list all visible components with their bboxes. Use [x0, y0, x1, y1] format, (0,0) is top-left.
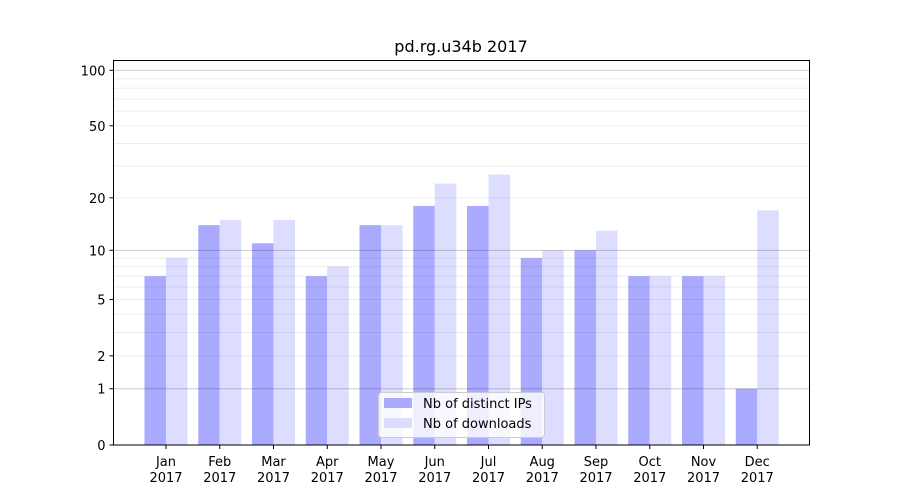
x-tick-label-month: May	[368, 455, 395, 470]
bar-distinct-ips-apr	[305, 276, 328, 445]
legend-swatch	[384, 398, 412, 408]
bar-downloads-aug	[542, 250, 564, 445]
x-tick-label-month: Jan	[155, 455, 176, 470]
bar-downloads-jan	[166, 258, 188, 445]
bar-distinct-ips-feb	[198, 225, 220, 445]
bar-distinct-ips-dec	[735, 388, 758, 445]
legend-label: Nb of distinct IPs	[423, 397, 532, 412]
bar-downloads-dec	[757, 210, 779, 445]
x-tick-label-year: 2017	[149, 471, 182, 486]
bar-distinct-ips-jul	[467, 205, 489, 445]
bar-downloads-jul	[488, 174, 510, 446]
y-tick-label: 5	[97, 294, 105, 309]
y-tick-label: 10	[89, 244, 106, 259]
bar-distinct-ips-jan	[144, 276, 166, 445]
bar-downloads-oct	[649, 276, 672, 445]
y-tick-label: 50	[89, 120, 106, 135]
x-tick-label-year: 2017	[579, 471, 612, 486]
y-tick-label: 100	[81, 64, 106, 79]
x-tick-label-year: 2017	[526, 471, 559, 486]
bar-downloads-nov	[703, 276, 725, 445]
x-tick-label-year: 2017	[687, 471, 720, 486]
bar-distinct-ips-sep	[574, 250, 596, 445]
legend-swatch	[384, 418, 412, 428]
axes-frame	[113, 60, 810, 446]
x-tick-label-month: Jul	[480, 455, 497, 470]
x-tick-label-year: 2017	[257, 471, 290, 486]
x-tick-label-month: Mar	[261, 455, 286, 470]
legend-label: Nb of downloads	[423, 417, 532, 432]
bar-distinct-ips-nov	[682, 276, 704, 445]
x-tick-label-month: Jun	[424, 455, 445, 470]
y-tick-label: 20	[89, 192, 106, 207]
x-tick-label-month: Feb	[208, 455, 231, 470]
y-tick-label: 0	[97, 439, 105, 454]
bar-distinct-ips-may	[359, 225, 381, 445]
bar-distinct-ips-mar	[252, 243, 274, 445]
x-tick-label-year: 2017	[311, 471, 344, 486]
x-tick-label-month: Aug	[530, 455, 555, 470]
x-tick-label-year: 2017	[472, 471, 505, 486]
x-tick-label-month: Nov	[691, 455, 717, 470]
x-tick-label-year: 2017	[203, 471, 236, 486]
bar-downloads-may	[381, 225, 403, 445]
chart-title: pd.rg.u34b 2017	[394, 37, 527, 56]
x-tick-label-month: Oct	[639, 455, 661, 470]
x-tick-label-month: Dec	[745, 455, 770, 470]
legend-box	[378, 392, 545, 438]
x-tick-label-month: Sep	[584, 455, 609, 470]
y-tick-label: 2	[97, 350, 105, 365]
x-tick-label-year: 2017	[741, 471, 774, 486]
bar-downloads-jun	[434, 183, 457, 445]
x-tick-label-year: 2017	[418, 471, 451, 486]
bar-downloads-mar	[273, 219, 295, 445]
x-tick-label-year: 2017	[633, 471, 666, 486]
legend: Nb of distinct IPs Nb of downloads	[378, 392, 545, 438]
bar-downloads-feb	[219, 219, 242, 445]
y-tick-label: 1	[97, 383, 105, 398]
bar-distinct-ips-oct	[628, 276, 650, 445]
x-tick-label-year: 2017	[364, 471, 397, 486]
bar-distinct-ips-jun	[413, 205, 435, 445]
bar-downloads-apr	[327, 266, 349, 445]
x-tick-label-month: Apr	[316, 455, 339, 470]
bar-downloads-sep	[596, 230, 618, 445]
